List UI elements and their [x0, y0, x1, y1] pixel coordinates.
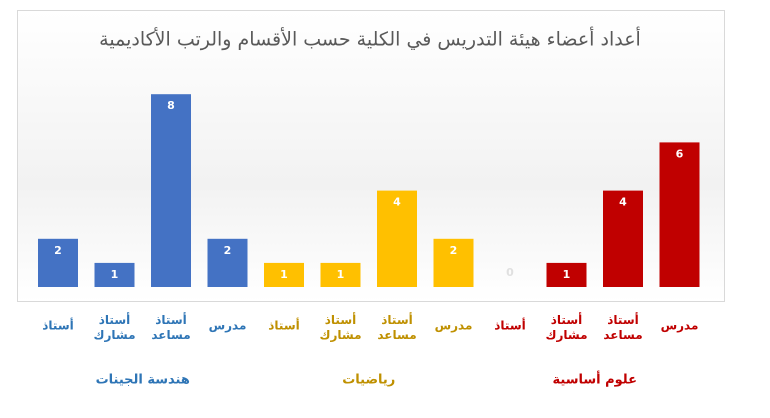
value-label: 2: [450, 244, 458, 257]
category-label: أستاذ مشارك: [93, 312, 135, 342]
value-label: 4: [619, 196, 627, 209]
category-label: أستاذ مساعد: [377, 312, 416, 342]
bar: [264, 262, 304, 287]
value-label: 2: [54, 244, 62, 257]
value-label: 1: [563, 268, 571, 281]
group-label: علوم أساسية: [553, 371, 638, 388]
category-label: أستاذ: [268, 318, 299, 333]
value-label: 4: [393, 196, 401, 209]
bar: [38, 238, 78, 287]
bar: [94, 262, 135, 287]
value-label: 2: [224, 244, 232, 257]
value-label: 8: [167, 99, 175, 112]
group-label: هندسة الجينات: [96, 373, 190, 388]
bar: [377, 190, 417, 287]
bar: [546, 262, 587, 287]
chart-title: أعداد أعضاء هيئة التدريس في الكلية حسب ا…: [99, 27, 641, 51]
category-label: مدرس: [435, 319, 473, 333]
category-label: أستاذ مساعد: [151, 312, 190, 342]
value-label: 1: [111, 268, 119, 281]
category-label: أستاذ: [42, 318, 73, 333]
bar: [320, 262, 361, 287]
category-label: أستاذ مساعد: [603, 312, 642, 342]
bar: [207, 238, 248, 287]
value-label: 6: [676, 147, 684, 160]
bar: [603, 190, 643, 287]
category-label: أستاذ مشارك: [319, 312, 361, 342]
value-label: 1: [337, 268, 345, 281]
bar: [151, 94, 191, 287]
category-label: أستاذ مشارك: [545, 312, 587, 342]
category-label: مدرس: [209, 319, 247, 333]
value-label: 0: [506, 266, 514, 279]
bar: [659, 142, 700, 287]
group-label: رياضيات: [342, 373, 395, 388]
bar: [433, 238, 474, 287]
category-label: أستاذ: [494, 318, 525, 333]
value-label: 1: [280, 268, 288, 281]
category-label: مدرس: [661, 319, 699, 333]
